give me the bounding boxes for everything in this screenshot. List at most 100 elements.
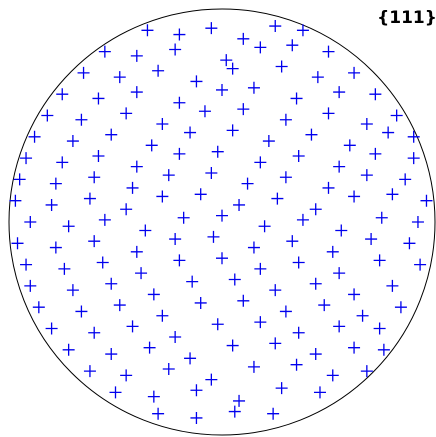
pole-marker [360, 169, 373, 182]
pole-marker [228, 405, 241, 418]
pole-marker [241, 177, 254, 190]
pole-marker [130, 160, 143, 173]
pole-marker [28, 130, 41, 143]
pole-marker [207, 230, 220, 243]
pole-marker [177, 211, 190, 224]
pole-marker [105, 277, 118, 290]
pole-marker [105, 128, 118, 141]
pole-marker [233, 198, 246, 211]
pole-marker [173, 28, 186, 41]
pole-marker [286, 235, 299, 248]
pole-marker [322, 181, 335, 194]
pole-marker [326, 245, 339, 258]
pole-marker [156, 309, 169, 322]
pole-marker [292, 149, 305, 162]
pole-marker [135, 267, 148, 280]
pole-marker [335, 224, 348, 237]
pole-marker [98, 213, 111, 226]
pole-marker [147, 288, 160, 301]
pole-marker [190, 75, 203, 88]
pole-marker [279, 305, 292, 318]
pole-marker [220, 54, 233, 67]
pole-marker [275, 60, 288, 73]
pole-marker [139, 224, 152, 237]
pole-marker [226, 124, 239, 137]
pole-marker [279, 113, 292, 126]
pole-marker [247, 360, 260, 373]
pole-marker [169, 43, 182, 56]
pole-marker [24, 216, 37, 228]
pole-marker [56, 156, 69, 169]
pole-marker [58, 262, 71, 275]
pole-marker [390, 109, 403, 122]
pole-marker [120, 203, 133, 216]
pole-marker [254, 262, 267, 275]
pole-marker [348, 190, 361, 203]
pole-marker [348, 288, 361, 301]
pole-marker [275, 382, 288, 395]
pole-marker [169, 331, 182, 344]
pole-marker [32, 301, 45, 314]
pole-marker [156, 118, 169, 131]
pole-marker [186, 275, 199, 288]
pole-marker [88, 171, 101, 184]
pole-marker [88, 326, 101, 339]
pole-marker [414, 258, 427, 271]
pole-marker [292, 326, 305, 339]
pole-marker [145, 139, 158, 152]
pole-marker [83, 365, 96, 378]
pole-marker [109, 386, 122, 399]
pole-marker [258, 220, 271, 233]
pole-marker [184, 126, 197, 139]
pole-marker [343, 139, 356, 152]
pole-marker [113, 299, 126, 312]
pole-marker [66, 135, 79, 148]
pole-marker [326, 369, 339, 382]
pole-marker [49, 241, 62, 254]
pole-marker [190, 384, 203, 397]
pole-marker [296, 24, 309, 37]
pole-marker [375, 211, 388, 224]
pole-marker [49, 177, 62, 190]
pole-marker [394, 301, 407, 314]
pole-marker [88, 235, 101, 248]
pole-marker [113, 71, 126, 84]
pole-marker [407, 130, 420, 143]
pole-marker [226, 339, 239, 352]
pole-marker [130, 86, 143, 99]
pole-marker [279, 171, 292, 184]
pole-marker [333, 160, 346, 173]
pole-marker [216, 252, 228, 265]
pole-marker [356, 309, 369, 322]
pole-marker [254, 316, 267, 329]
pole-marker [194, 188, 207, 201]
pole-marker [305, 128, 318, 141]
projection-circle [8, 8, 436, 436]
pole-marker [162, 362, 175, 375]
pole-marker [271, 192, 284, 205]
pole-marker [92, 149, 105, 162]
pole-marker [333, 86, 346, 99]
pole-marker [120, 107, 133, 120]
pole-marker [247, 81, 260, 94]
pole-marker [386, 188, 399, 201]
pole-marker [386, 279, 399, 292]
pole-marker [348, 341, 361, 354]
pole-marker [156, 190, 169, 203]
pole-marker [290, 358, 303, 371]
pole-marker [13, 173, 26, 186]
pole-marker [373, 254, 386, 267]
pole-marker [198, 105, 211, 118]
pole-marker [313, 386, 326, 399]
pole-marker [105, 348, 118, 361]
pole-marker [333, 267, 346, 280]
pole-marker [143, 341, 156, 354]
pole-marker [126, 181, 139, 194]
pole-marker [24, 279, 37, 292]
pole-marker [152, 407, 165, 420]
pole-marker [309, 203, 322, 216]
pole-marker [147, 390, 160, 403]
pole-marker [130, 245, 143, 258]
pole-marker [211, 145, 224, 158]
pole-marker [20, 258, 33, 271]
